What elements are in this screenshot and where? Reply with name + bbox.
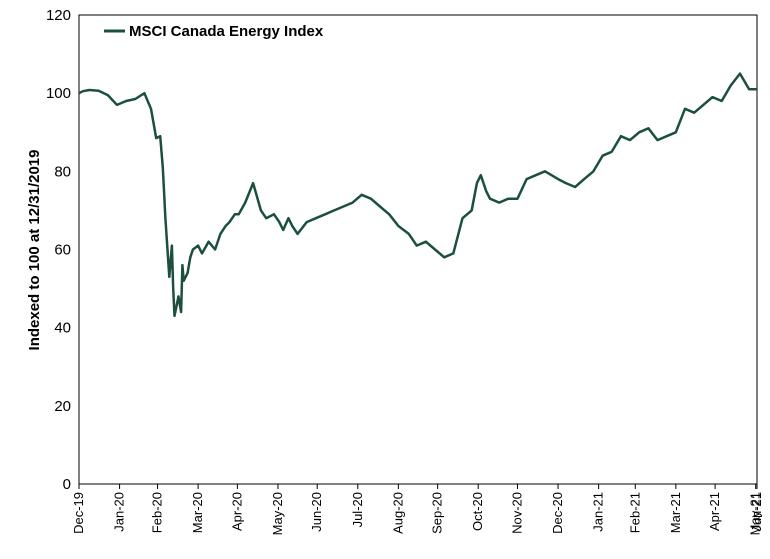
x-tick-label: Oct-20 [470, 492, 485, 531]
y-axis-tick-labels: 0 20 40 60 80 100 120 [46, 7, 71, 493]
y-tick-label: 60 [54, 242, 71, 259]
x-tick-label: Jun-20 [309, 492, 324, 532]
x-tick-label: Apr-21 [707, 492, 722, 531]
y-tick-label: 20 [54, 398, 71, 415]
series-layer [78, 72, 757, 318]
x-tick-label: Feb-20 [150, 492, 165, 533]
x-tick-label: Nov-20 [509, 492, 524, 534]
x-tick-label: May-21 [748, 492, 763, 535]
x-tick-label: Apr-20 [229, 492, 244, 531]
x-tick-label: Jan-21 [591, 492, 606, 532]
x-tick-label: May-20 [270, 492, 285, 535]
y-tick-label: 120 [46, 7, 71, 24]
y-tick-label: 100 [46, 85, 71, 102]
x-axis-tick-labels: Dec-19 Jan-20 Feb-20 Mar-20 Apr-20 May-20 Jun-… [71, 492, 764, 535]
x-tick-label: Sep-20 [430, 492, 445, 534]
x-tick-label: Aug-20 [390, 492, 405, 534]
y-tick-label: 40 [54, 320, 71, 337]
legend-label: MSCI Canada Energy Index [129, 23, 324, 40]
x-tick-label: Dec-19 [71, 492, 86, 534]
x-axis-tick-marks [78, 484, 758, 489]
y-tick-label: 80 [54, 163, 71, 180]
legend: MSCI Canada Energy Index [104, 23, 324, 40]
x-tick-label: Jun-21 [749, 492, 764, 532]
plot-area-frame [78, 14, 758, 485]
series-line-0 [78, 72, 757, 318]
x-tick-label: Jan-20 [112, 492, 127, 532]
x-tick-label: Mar-20 [190, 492, 205, 533]
x-tick-label: Jul-20 [350, 492, 365, 527]
x-tick-label: Dec-20 [550, 492, 565, 534]
x-tick-label: Feb-21 [627, 492, 642, 533]
y-axis-label: Indexed to 100 at 12/31/2019 [26, 150, 43, 351]
x-tick-label: Mar-21 [668, 492, 683, 533]
y-tick-label: 0 [63, 476, 71, 493]
